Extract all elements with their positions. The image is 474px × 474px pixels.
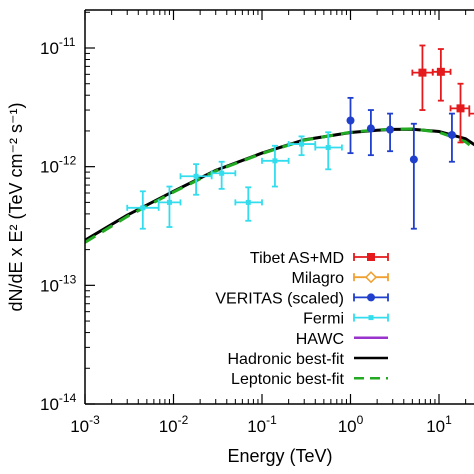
x-tick-label: 101 <box>426 413 452 436</box>
tibet-as-md-marker <box>436 67 445 76</box>
legend-item: VERITAS (scaled) <box>215 290 389 307</box>
legend-label: Fermi <box>303 311 344 328</box>
y-tick-label: 10-13 <box>40 272 77 295</box>
x-tick-label: 10-2 <box>159 413 189 436</box>
y-tick-label: 10-11 <box>40 35 76 58</box>
x-axis-title: Energy (TeV) <box>227 446 332 466</box>
veritas-scaled-point <box>409 122 418 230</box>
veritas-scaled-marker <box>346 116 355 125</box>
tibet-as-md-point <box>431 48 452 102</box>
legend-item: Tibet AS+MD <box>250 250 389 267</box>
fermi-point <box>210 160 237 190</box>
legend-marker <box>368 315 374 321</box>
fermi-point <box>314 131 343 171</box>
fermi-marker <box>140 205 146 211</box>
legend-marker <box>367 253 375 261</box>
veritas-scaled-marker <box>386 125 395 134</box>
fermi-point <box>234 186 263 222</box>
veritas-scaled-marker <box>447 130 456 139</box>
legend-marker <box>367 293 375 302</box>
legend-item: Hadronic best-fit <box>228 351 388 368</box>
axes-layer: 10-3 10-2 10-1 100 101 10-14 10-13 10-12 10-11 <box>40 9 474 436</box>
x-tick-label: 10-1 <box>247 413 277 436</box>
y-axis-title: dN/dE x E² (TeV cm⁻² s⁻¹) <box>6 102 26 311</box>
veritas-scaled-marker <box>409 155 418 164</box>
legend-item: Milagro <box>292 270 389 287</box>
x-tick-label: 10-3 <box>70 413 100 436</box>
tibet-as-md-point <box>449 82 471 144</box>
tibet-as-md-marker <box>418 68 427 77</box>
legend-marker <box>364 271 378 284</box>
y-tick-label: 10-14 <box>40 391 77 414</box>
legend-item: HAWC <box>296 331 388 348</box>
fermi-marker <box>272 158 278 164</box>
fermi-marker <box>325 145 331 151</box>
legend: Tibet AS+MD Milagro VERITAS (scaled) Fermi H… <box>215 250 389 388</box>
tibet-as-md-point <box>411 44 434 111</box>
legend-label: Hadronic best-fit <box>228 351 345 368</box>
fermi-marker <box>245 199 251 205</box>
fermi-marker <box>166 199 172 205</box>
veritas-scaled-point <box>346 96 355 155</box>
fermi-point <box>179 163 213 196</box>
fermi-point <box>261 144 290 188</box>
legend-label: VERITAS (scaled) <box>215 290 344 307</box>
y-tick-label: 10-12 <box>40 154 77 177</box>
legend-label: HAWC <box>296 331 344 348</box>
legend-item: Leptonic best-fit <box>231 371 388 388</box>
veritas-scaled-marker <box>366 124 375 133</box>
fermi-point <box>157 185 182 228</box>
veritas-scaled-point <box>386 112 395 153</box>
leptonic-fit-line <box>85 127 474 244</box>
fermi-marker <box>219 170 225 176</box>
series-layer <box>85 44 474 244</box>
legend-label: Leptonic best-fit <box>231 371 345 388</box>
legend-label: Milagro <box>292 270 345 287</box>
veritas-scaled-point <box>447 112 456 163</box>
x-tick-label: 100 <box>338 413 364 436</box>
fermi-marker <box>299 141 305 147</box>
veritas-scaled-point <box>366 109 375 157</box>
fermi-point <box>126 190 160 230</box>
fermi-marker <box>193 173 199 179</box>
tibet-as-md-marker <box>456 104 465 113</box>
legend-item: Fermi <box>303 311 389 328</box>
tibet-as-md-point <box>468 110 474 117</box>
legend-label: Tibet AS+MD <box>250 250 344 267</box>
